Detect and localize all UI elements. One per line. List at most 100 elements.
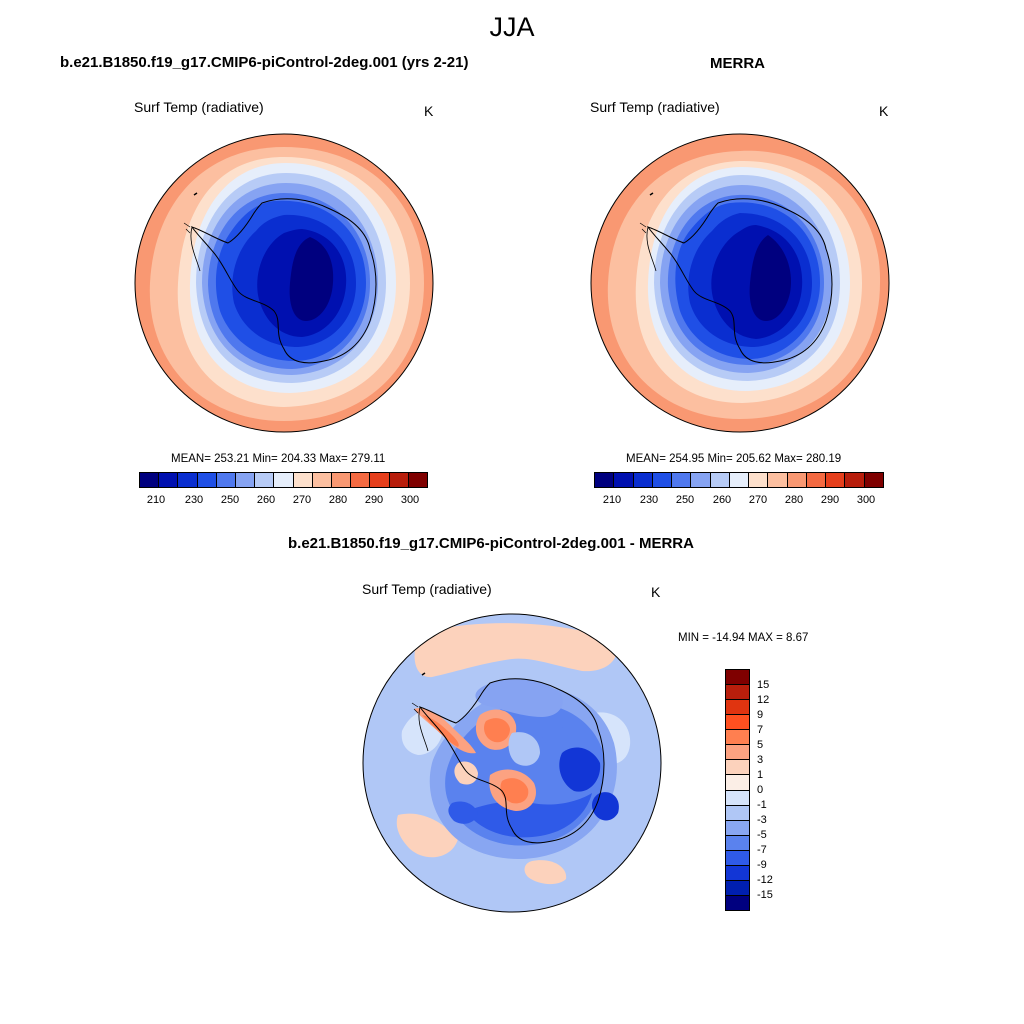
right-colorbar-swatch-10 <box>768 473 788 487</box>
diff-colorbar-tick: 1 <box>757 769 764 781</box>
diff-colorbar-swatch-10 <box>726 805 749 821</box>
diff-colorbar-tick: 15 <box>757 679 770 691</box>
right-colorbar-swatch-2 <box>614 473 634 487</box>
left-colorbar-tick: 270 <box>292 494 312 506</box>
diff-colorbar-swatch-16 <box>726 895 749 910</box>
diff-panel-title: b.e21.B1850.f19_g17.CMIP6-piControl-2deg… <box>288 535 694 552</box>
left-colorbar-swatch-5 <box>216 473 237 487</box>
left-colorbar-swatch-9 <box>293 473 313 487</box>
right-panel-title: MERRA <box>710 55 765 72</box>
right-colorbar-swatch-11 <box>787 473 807 487</box>
diff-colorbar-tick: 0 <box>757 784 764 796</box>
left-colorbar-swatch-8 <box>274 473 294 487</box>
right-colorbar-tick: 250 <box>675 494 695 506</box>
diff-colorbar-tick: 7 <box>757 724 764 736</box>
left-colorbar-swatch-7 <box>255 473 275 487</box>
diff-colorbar-swatch-3 <box>726 700 749 716</box>
left-colorbar-tick: 280 <box>328 494 348 506</box>
diff-colorbar-tick: -15 <box>757 889 773 901</box>
diff-colorbar-swatch-2 <box>726 685 749 701</box>
left-units-label: K <box>424 103 434 119</box>
left-colorbar-bar <box>139 472 428 488</box>
diff-colorbar-tick: -5 <box>757 829 767 841</box>
left-stats: MEAN= 253.21 Min= 204.33 Max= 279.11 <box>171 453 386 465</box>
right-colorbar-tick: 210 <box>602 494 622 506</box>
diff-colorbar-tick: -9 <box>757 859 767 871</box>
right-units-label: K <box>879 103 889 119</box>
right-colorbar-ticks: 210 230 250 260 270 280 290 300 <box>594 494 884 510</box>
left-colorbar-swatch-4 <box>197 473 217 487</box>
right-colorbar-swatch-8 <box>729 473 750 487</box>
left-colorbar-tick: 300 <box>400 494 420 506</box>
diff-colorbar-swatch-5 <box>726 730 749 746</box>
left-colorbar-swatch-11 <box>332 473 352 487</box>
left-colorbar-swatch-12 <box>351 473 371 487</box>
right-colorbar: 210 230 250 260 270 280 290 300 <box>594 472 884 510</box>
right-colorbar-tick: 270 <box>748 494 768 506</box>
diff-colorbar-swatch-15 <box>726 880 749 896</box>
right-variable-label: Surf Temp (radiative) <box>590 99 720 115</box>
right-colorbar-tick: 260 <box>712 494 732 506</box>
diff-colorbar-bar <box>725 669 750 911</box>
figure-title: JJA <box>489 12 535 42</box>
right-polar-map <box>590 133 890 433</box>
right-colorbar-tick: 230 <box>639 494 659 506</box>
left-variable-label: Surf Temp (radiative) <box>134 99 264 115</box>
right-colorbar-swatch-7 <box>710 473 730 487</box>
diff-units-label: K <box>651 584 661 600</box>
left-colorbar-swatch-1 <box>140 473 160 487</box>
diff-colorbar-swatch-9 <box>726 790 749 806</box>
right-colorbar-swatch-3 <box>633 473 653 487</box>
left-colorbar-swatch-13 <box>370 473 390 487</box>
right-stats: MEAN= 254.95 Min= 205.62 Max= 280.19 <box>626 453 842 465</box>
left-colorbar-tick: 290 <box>364 494 384 506</box>
left-colorbar-swatch-10 <box>312 473 333 487</box>
diff-colorbar-tick: -1 <box>757 799 767 811</box>
right-colorbar-swatch-14 <box>845 473 865 487</box>
right-colorbar-tick: 300 <box>856 494 876 506</box>
left-colorbar-swatch-14 <box>389 473 409 487</box>
diff-polar-map <box>362 613 662 913</box>
left-panel-title: b.e21.B1850.f19_g17.CMIP6-piControl-2deg… <box>60 54 469 71</box>
diff-variable-label: Surf Temp (radiative) <box>362 581 492 597</box>
right-colorbar-tick: 280 <box>784 494 804 506</box>
diff-colorbar-swatch-6 <box>726 745 749 761</box>
diff-colorbar: 15 12 9 7 5 3 1 0 -1 -3 -5 -7 -9 -12 -15 <box>725 669 805 911</box>
right-colorbar-swatch-4 <box>652 473 673 487</box>
left-colorbar-ticks: 210 230 250 260 270 280 290 300 <box>139 494 428 510</box>
diff-colorbar-swatch-4 <box>726 715 749 731</box>
left-colorbar-tick: 230 <box>184 494 204 506</box>
diff-colorbar-swatch-8 <box>726 775 749 791</box>
diff-colorbar-tick: 12 <box>757 694 770 706</box>
diff-colorbar-swatch-1 <box>726 670 749 686</box>
diff-colorbar-tick: -7 <box>757 844 767 856</box>
left-colorbar-swatch-15 <box>408 473 428 487</box>
right-colorbar-swatch-5 <box>672 473 692 487</box>
left-polar-map <box>134 133 434 433</box>
right-colorbar-swatch-9 <box>749 473 769 487</box>
right-colorbar-swatch-15 <box>864 473 883 487</box>
diff-colorbar-swatch-7 <box>726 760 749 776</box>
right-colorbar-swatch-6 <box>691 473 711 487</box>
left-colorbar-swatch-2 <box>159 473 179 487</box>
diff-colorbar-tick: -12 <box>757 874 773 886</box>
left-colorbar-tick: 250 <box>220 494 240 506</box>
diff-colorbar-tick: -3 <box>757 814 767 826</box>
right-colorbar-swatch-13 <box>826 473 846 487</box>
diff-colorbar-tick: 9 <box>757 709 764 721</box>
left-colorbar: 210 230 250 260 270 280 290 300 <box>139 472 428 510</box>
left-colorbar-swatch-6 <box>236 473 256 487</box>
right-colorbar-tick: 290 <box>820 494 840 506</box>
left-colorbar-tick: 260 <box>256 494 276 506</box>
diff-colorbar-tick: 3 <box>757 754 764 766</box>
diff-colorbar-swatch-12 <box>726 835 749 851</box>
diff-colorbar-swatch-11 <box>726 820 749 836</box>
diff-stats: MIN = -14.94 MAX = 8.67 <box>678 632 809 644</box>
right-colorbar-swatch-12 <box>806 473 827 487</box>
right-colorbar-swatch-1 <box>595 473 615 487</box>
right-colorbar-bar <box>594 472 884 488</box>
left-colorbar-tick: 210 <box>146 494 166 506</box>
diff-colorbar-swatch-13 <box>726 850 749 866</box>
diff-colorbar-tick: 5 <box>757 739 764 751</box>
left-colorbar-swatch-3 <box>178 473 198 487</box>
